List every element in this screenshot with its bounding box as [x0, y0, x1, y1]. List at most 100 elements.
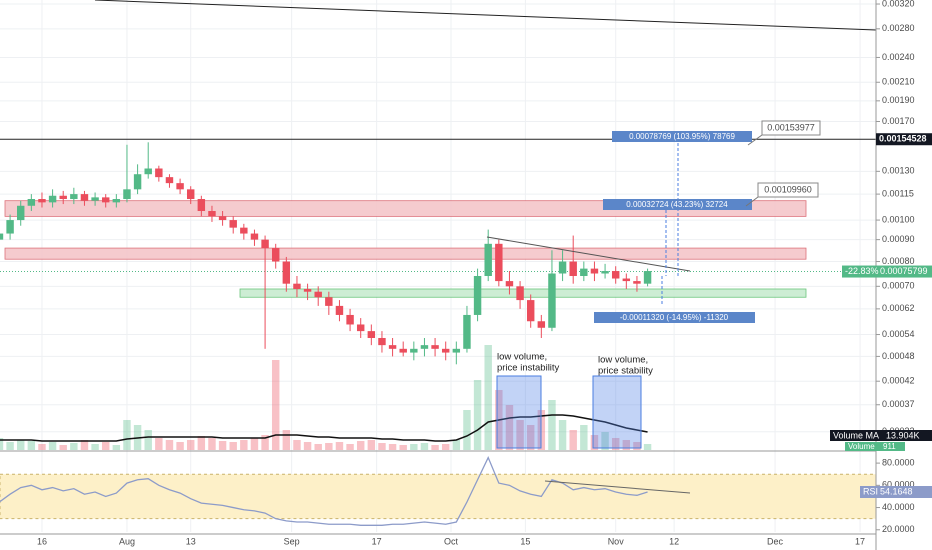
- x-tick-label: 16: [37, 536, 47, 546]
- x-tick-label: 12: [669, 536, 679, 546]
- candle-body: [282, 261, 291, 284]
- measure-label: [594, 312, 755, 323]
- candle-body: [378, 337, 386, 346]
- candle-body: [123, 189, 131, 200]
- volume-bar: [38, 444, 46, 450]
- volume-ma-label-bg: [830, 430, 932, 441]
- candle-body: [356, 324, 365, 332]
- candle-body: [155, 168, 163, 178]
- volume-bar: [314, 444, 322, 450]
- volume-bar: [165, 440, 174, 450]
- candle-body: [229, 220, 237, 228]
- candle-body: [452, 348, 461, 353]
- y-tick-label: 0.00090: [882, 234, 915, 244]
- candle-body: [271, 248, 280, 262]
- volume-bar: [601, 432, 609, 450]
- y-tick-label: 0.00054: [882, 329, 915, 339]
- trendline: [94, 0, 877, 31]
- x-tick-label: Sep: [284, 536, 300, 546]
- candle-body: [473, 275, 482, 315]
- measure-text: -0.00011320 (-14.95%) -11320: [620, 313, 729, 322]
- volume-bar: [452, 440, 461, 450]
- candle-body: [165, 177, 174, 184]
- volume-bar: [112, 445, 121, 450]
- candle-body: [569, 261, 577, 276]
- volume-bar: [431, 445, 439, 450]
- volume-ma-label: Volume MA: [833, 430, 879, 440]
- candle-body: [144, 168, 152, 175]
- volume-bar: [463, 410, 471, 450]
- volume-bar: [261, 435, 269, 450]
- y-tick-label: 0.00062: [882, 303, 915, 313]
- candle-body: [250, 233, 259, 240]
- candle-body: [335, 305, 344, 315]
- candle-body: [70, 194, 78, 200]
- y-tick-label: 0.00280: [882, 23, 915, 33]
- candle-body: [91, 197, 99, 201]
- volume-bar: [335, 442, 344, 450]
- y-tick-label: 0.00080: [882, 256, 915, 266]
- x-tick-label: 13: [186, 536, 196, 546]
- candle-body: [101, 197, 110, 203]
- note: low volume,: [598, 355, 648, 366]
- volume-bar: [420, 443, 429, 450]
- candle-body: [441, 348, 450, 353]
- volume-bar: [569, 430, 577, 450]
- measure-label: [603, 199, 752, 210]
- candle-body: [526, 300, 535, 322]
- volume-bar: [325, 443, 333, 450]
- volume-bar: [378, 443, 386, 450]
- note: price instability: [497, 363, 560, 374]
- candle-body: [590, 268, 599, 274]
- candle-body: [240, 227, 248, 234]
- candle-body: [495, 243, 503, 282]
- candle-body: [38, 199, 46, 203]
- candle-body: [537, 321, 546, 328]
- volume-bar: [197, 436, 206, 450]
- grid: [0, 0, 876, 532]
- volume-bar: [6, 442, 14, 450]
- level-label: 0.00154528: [879, 134, 927, 144]
- y-tick-label: 0.00210: [882, 77, 915, 87]
- volume-bar: [27, 441, 36, 450]
- rsi-panel: [0, 455, 877, 526]
- volume-bar: [484, 345, 492, 450]
- volume-bar: [101, 442, 110, 450]
- volume-bar: [346, 444, 354, 450]
- volume-label: Volume: [848, 442, 875, 451]
- volume-bar: [282, 430, 291, 450]
- candle-body: [580, 268, 588, 276]
- callout: [761, 120, 821, 136]
- trendline: [486, 236, 691, 272]
- measure-text: 0.00078769 (103.95%) 78769: [629, 132, 735, 141]
- rsi-line: [0, 455, 648, 526]
- y-tick-label: 0.00170: [882, 116, 915, 126]
- volume-bar: [91, 444, 99, 450]
- x-tick-label: Nov: [608, 536, 625, 546]
- candle-body: [27, 199, 36, 206]
- candle-body: [548, 273, 556, 328]
- rsi-band: [0, 473, 877, 520]
- callout-line: [747, 134, 763, 146]
- candle-body: [399, 348, 407, 353]
- x-tick-label: Dec: [767, 536, 784, 546]
- volume-ma-value: 13.904K: [886, 430, 920, 440]
- candle-body: [346, 314, 354, 325]
- candle-body: [0, 233, 4, 240]
- rsi-trendline: [544, 480, 691, 494]
- highlight-box: [496, 375, 542, 449]
- candle-body: [431, 345, 439, 349]
- measure-label: [612, 131, 752, 142]
- volume: [0, 345, 652, 450]
- y-tick-label: 0.00048: [882, 351, 915, 361]
- level-label-bg: [876, 133, 932, 146]
- volume-bar: [526, 425, 535, 450]
- candle-body: [197, 199, 206, 212]
- callout: [757, 182, 819, 198]
- candle-body: [59, 195, 67, 200]
- candle-body: [208, 211, 216, 217]
- volume-bar: [441, 444, 450, 450]
- highlight-box: [592, 375, 642, 449]
- x-tick-label: 15: [520, 536, 530, 546]
- x-tick-label: Aug: [119, 536, 135, 546]
